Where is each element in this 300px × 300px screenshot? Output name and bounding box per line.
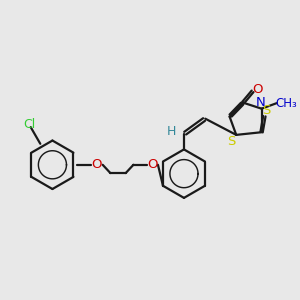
Text: S: S xyxy=(262,104,270,117)
Text: O: O xyxy=(252,83,262,96)
Text: Cl: Cl xyxy=(23,118,35,131)
Text: CH₃: CH₃ xyxy=(275,97,297,110)
Text: S: S xyxy=(227,135,235,148)
Text: O: O xyxy=(92,158,102,171)
Text: O: O xyxy=(147,158,157,171)
Text: H: H xyxy=(167,125,176,138)
Text: N: N xyxy=(256,96,266,109)
